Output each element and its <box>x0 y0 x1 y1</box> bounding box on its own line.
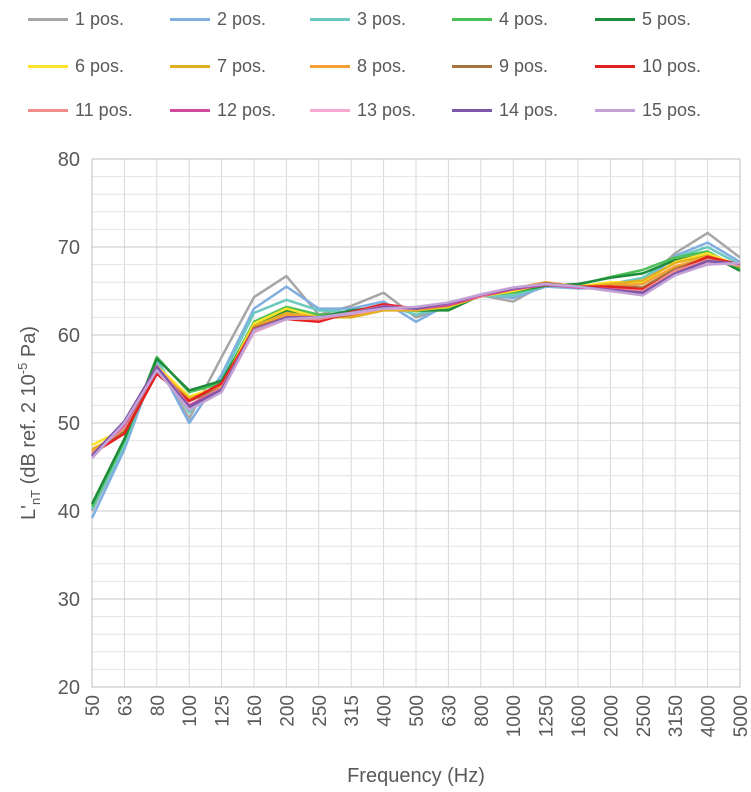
x-tick-label: 3150 <box>666 695 687 737</box>
y-tick-label: 50 <box>58 413 80 435</box>
x-tick-label: 2500 <box>634 695 655 737</box>
x-tick-label: 160 <box>245 695 266 727</box>
x-tick-label: 1250 <box>537 695 558 737</box>
legend-item: 14 pos. <box>452 96 558 124</box>
y-axis-label-main: L' <box>18 505 40 520</box>
legend-item: 3 pos. <box>310 5 406 33</box>
legend-swatch <box>595 108 635 112</box>
legend-swatch <box>595 64 635 68</box>
y-tick-label: 80 <box>58 149 80 171</box>
legend-swatch <box>452 17 492 21</box>
x-tick-label: 50 <box>83 695 104 716</box>
y-tick-label: 60 <box>58 325 80 347</box>
series-lines <box>90 231 741 519</box>
y-tick-label: 40 <box>58 501 80 523</box>
legend-item: 10 pos. <box>595 52 701 80</box>
x-tick-label: 5000 <box>731 695 751 737</box>
legend-item: 13 pos. <box>310 96 416 124</box>
x-tick-label: 250 <box>310 695 331 727</box>
x-axis-ticks: 50 63 80 100 125 160 200 250 315 400 500 630 800 1000… <box>83 695 751 737</box>
legend-swatch <box>452 108 492 112</box>
grid-lines <box>91 158 741 688</box>
legend-label: 5 pos. <box>642 8 692 29</box>
legend-label: 2 pos. <box>217 8 267 29</box>
legend-swatch <box>170 17 210 21</box>
legend-item: 7 pos. <box>170 52 266 80</box>
legend-item: 4 pos. <box>452 5 548 33</box>
y-axis-label: L'nT (dB ref. 2 10-5 Pa) <box>15 326 43 520</box>
legend-label: 8 pos. <box>357 55 407 76</box>
legend-label: 10 pos. <box>642 55 702 76</box>
legend-item: 8 pos. <box>310 52 406 80</box>
legend-item: 1 pos. <box>28 5 124 33</box>
x-tick-label: 1000 <box>504 695 525 737</box>
legend-label: 14 pos. <box>499 99 559 120</box>
legend-swatch <box>452 64 492 68</box>
x-tick-label: 315 <box>342 695 363 727</box>
x-tick-label: 100 <box>180 695 201 727</box>
legend-label: 7 pos. <box>217 55 267 76</box>
legend-swatch <box>28 108 68 112</box>
x-tick-label: 800 <box>472 695 493 727</box>
legend-item: 15 pos. <box>595 96 701 124</box>
series-line <box>91 259 741 457</box>
legend-item: 9 pos. <box>452 52 548 80</box>
legend-swatch <box>310 17 350 21</box>
y-axis-label-subscript: nT <box>28 490 43 505</box>
legend-swatch <box>28 64 68 68</box>
legend-swatch <box>170 108 210 112</box>
y-tick-label: 70 <box>58 237 80 259</box>
legend-label: 12 pos. <box>217 99 277 120</box>
x-tick-label: 4000 <box>699 695 720 737</box>
x-tick-label: 500 <box>407 695 428 727</box>
y-axis-label-end: Pa) <box>18 326 40 363</box>
y-tick-label: 30 <box>58 589 80 611</box>
legend-swatch <box>170 64 210 68</box>
legend-swatch <box>310 108 350 112</box>
legend-label: 1 pos. <box>75 8 125 29</box>
legend-label: 4 pos. <box>499 8 549 29</box>
legend-label: 6 pos. <box>75 55 125 76</box>
x-tick-label: 63 <box>115 695 136 716</box>
y-axis-label-superscript: -5 <box>15 363 30 375</box>
legend-swatch <box>310 64 350 68</box>
legend-label: 11 pos. <box>75 99 133 120</box>
x-tick-label: 125 <box>213 695 234 727</box>
legend-item: 6 pos. <box>28 52 124 80</box>
legend-label: 15 pos. <box>642 99 702 120</box>
legend-item: 2 pos. <box>170 5 266 33</box>
y-axis-ticks: 20 30 40 50 60 70 80 <box>58 149 80 699</box>
x-tick-label: 2000 <box>601 695 622 737</box>
x-tick-label: 630 <box>439 695 460 727</box>
legend-swatch <box>28 17 68 21</box>
plot-border <box>91 158 741 688</box>
y-axis-label-rest: (dB ref. 2 10 <box>18 374 40 490</box>
x-tick-label: 1600 <box>569 695 590 737</box>
legend-label: 3 pos. <box>357 8 407 29</box>
series-line <box>91 261 741 460</box>
x-tick-label: 200 <box>277 695 298 727</box>
x-tick-label: 80 <box>148 695 169 716</box>
legend-item: 12 pos. <box>170 96 276 124</box>
legend-label: 9 pos. <box>499 55 549 76</box>
legend-item: 5 pos. <box>595 5 691 33</box>
y-tick-label: 20 <box>58 677 80 699</box>
legend-swatch <box>595 17 635 21</box>
x-axis-label: Frequency (Hz) <box>347 765 485 787</box>
x-tick-label: 400 <box>375 695 396 727</box>
legend-label: 13 pos. <box>357 99 417 120</box>
legend-item: 11 pos. <box>28 96 133 124</box>
